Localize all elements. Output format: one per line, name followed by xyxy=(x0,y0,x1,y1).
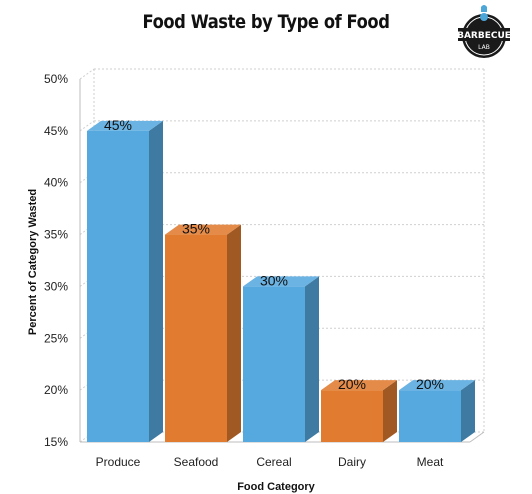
svg-text:LAB: LAB xyxy=(478,44,490,51)
data-label: 20% xyxy=(338,376,366,392)
bar-front xyxy=(321,390,383,442)
category-label: Dairy xyxy=(338,455,366,469)
category-label: Cereal xyxy=(256,455,291,469)
category-label: Produce xyxy=(96,455,141,469)
data-label: 35% xyxy=(182,221,210,237)
y-tick-label: 45% xyxy=(44,124,68,138)
bars xyxy=(87,120,475,442)
chart-title: Food Waste by Type of Food xyxy=(142,11,390,33)
data-label: 45% xyxy=(104,117,132,133)
bar-front xyxy=(87,130,149,442)
bar-top xyxy=(165,224,241,235)
bar-top xyxy=(399,380,475,391)
bar-side xyxy=(305,276,319,442)
y-tick-label: 20% xyxy=(44,383,68,397)
bar-produce xyxy=(87,120,163,442)
data-labels: 45% 35% 30% 20% 20% xyxy=(104,117,444,392)
bar-side xyxy=(461,380,475,442)
svg-text:BARBECUE: BARBECUE xyxy=(457,31,511,41)
bar-dairy xyxy=(321,380,397,442)
bar-seafood xyxy=(165,224,241,442)
bar-side xyxy=(149,120,163,442)
bar-top xyxy=(321,380,397,391)
bar-front xyxy=(243,286,305,442)
category-label: Seafood xyxy=(174,455,219,469)
bar-cereal xyxy=(243,276,319,442)
y-tick-label: 40% xyxy=(44,176,68,190)
y-tick-label: 15% xyxy=(44,435,68,449)
bar-top xyxy=(87,120,163,131)
y-tick-labels: 15% 20% 25% 30% 35% 40% 45% 50% xyxy=(44,72,68,449)
bar-side xyxy=(227,224,241,442)
y-tick-label: 30% xyxy=(44,279,68,293)
gridline-diagonal xyxy=(79,120,95,132)
category-labels: Produce Seafood Cereal Dairy Meat xyxy=(96,455,444,469)
data-label: 30% xyxy=(260,272,288,288)
bar-meat xyxy=(399,380,475,442)
barbecue-lab-logo: BARBECUE LAB xyxy=(457,5,511,58)
y-tick-label: 25% xyxy=(44,331,68,345)
bar-front xyxy=(399,390,461,442)
y-tick-label: 50% xyxy=(44,72,68,86)
y-tick-label: 35% xyxy=(44,228,68,242)
floor-edge xyxy=(469,431,485,443)
bar-side xyxy=(383,380,397,442)
gridline-diagonal xyxy=(79,68,95,80)
y-axis-label: Percent of Category Wasted xyxy=(27,189,39,335)
data-label: 20% xyxy=(416,376,444,392)
bar-front xyxy=(165,234,227,442)
x-axis-label: Food Category xyxy=(237,481,315,493)
bar-top xyxy=(243,276,319,287)
category-label: Meat xyxy=(417,455,444,469)
